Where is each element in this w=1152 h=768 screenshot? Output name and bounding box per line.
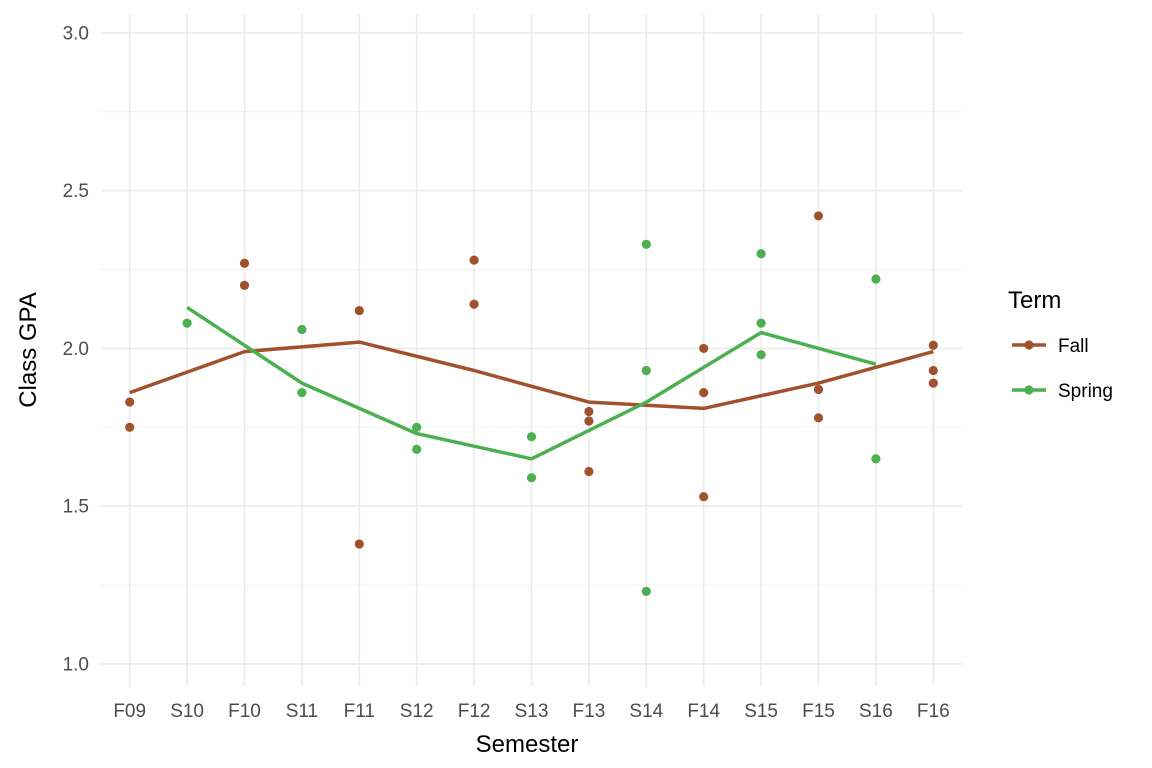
y-tick-label: 1.0 bbox=[63, 654, 89, 675]
x-tick-label: F15 bbox=[802, 701, 835, 722]
data-point bbox=[928, 378, 938, 388]
data-point bbox=[412, 422, 422, 432]
x-tick-label: S14 bbox=[629, 701, 663, 722]
x-axis-ticks: F09 S10 F10 S11 F11 S12 F12 S13 F13 S14 F14 S15 F15 S… bbox=[113, 701, 949, 722]
data-point bbox=[641, 239, 651, 249]
data-point bbox=[526, 473, 537, 483]
x-tick-label: S12 bbox=[400, 701, 434, 722]
data-point bbox=[813, 413, 824, 423]
data-point bbox=[928, 365, 938, 376]
legend-key-point bbox=[1024, 340, 1034, 350]
x-tick-label: F11 bbox=[344, 701, 375, 722]
data-point bbox=[641, 365, 651, 376]
x-tick-label: F13 bbox=[573, 701, 606, 722]
data-point bbox=[699, 343, 709, 354]
series-fall bbox=[125, 211, 938, 549]
data-point bbox=[584, 466, 594, 477]
trend-line-spring bbox=[186, 305, 877, 461]
data-point bbox=[871, 454, 881, 464]
y-tick-label: 2.0 bbox=[63, 339, 89, 360]
grid bbox=[101, 14, 962, 686]
data-point bbox=[756, 350, 766, 360]
series-layer bbox=[125, 211, 938, 596]
data-point bbox=[699, 492, 709, 502]
legend-title: Term bbox=[1008, 287, 1061, 314]
data-point bbox=[125, 422, 135, 432]
legend-key-point bbox=[1024, 385, 1034, 395]
trend-line-fall bbox=[129, 340, 934, 411]
data-point bbox=[354, 539, 364, 549]
x-tick-label: S16 bbox=[859, 701, 893, 722]
legend-item-fall: Fall bbox=[1012, 336, 1089, 357]
series-spring bbox=[182, 239, 881, 596]
data-point bbox=[641, 586, 651, 596]
x-tick-label: F09 bbox=[113, 701, 146, 722]
data-point bbox=[297, 387, 307, 398]
data-point bbox=[182, 318, 192, 328]
data-point bbox=[469, 255, 479, 265]
data-point bbox=[526, 432, 537, 442]
x-axis-title: Semester bbox=[476, 731, 579, 758]
x-tick-label: F10 bbox=[228, 701, 261, 722]
data-point bbox=[928, 340, 938, 350]
data-point bbox=[584, 406, 594, 417]
data-point bbox=[871, 274, 881, 284]
x-tick-label: S13 bbox=[515, 701, 549, 722]
data-point bbox=[412, 444, 422, 454]
x-tick-label: S10 bbox=[170, 701, 204, 722]
data-point bbox=[239, 258, 250, 268]
x-tick-label: F16 bbox=[917, 701, 950, 722]
data-point bbox=[297, 324, 307, 335]
x-tick-label: S15 bbox=[744, 701, 778, 722]
data-point bbox=[239, 280, 250, 290]
data-point bbox=[756, 318, 766, 328]
x-tick-label: F12 bbox=[458, 701, 491, 722]
data-point bbox=[813, 211, 824, 221]
data-point bbox=[125, 397, 135, 407]
data-point bbox=[699, 387, 709, 398]
legend-label: Spring bbox=[1058, 381, 1113, 402]
legend-label: Fall bbox=[1058, 336, 1089, 357]
data-point bbox=[756, 249, 766, 259]
legend-item-spring: Spring bbox=[1012, 381, 1113, 402]
y-axis-title: Class GPA bbox=[15, 292, 42, 408]
data-point bbox=[469, 299, 479, 309]
legend: Term Fall Spring bbox=[1008, 287, 1113, 402]
x-tick-label: S11 bbox=[286, 701, 318, 722]
y-tick-label: 3.0 bbox=[63, 23, 89, 44]
data-point bbox=[584, 416, 594, 426]
x-tick-label: F14 bbox=[687, 701, 720, 722]
y-tick-label: 1.5 bbox=[63, 497, 89, 518]
y-axis-ticks: 1.0 1.5 2.0 2.5 3.0 bbox=[63, 23, 89, 675]
data-point bbox=[354, 305, 364, 316]
y-tick-label: 2.5 bbox=[63, 181, 89, 202]
data-point bbox=[813, 384, 824, 395]
